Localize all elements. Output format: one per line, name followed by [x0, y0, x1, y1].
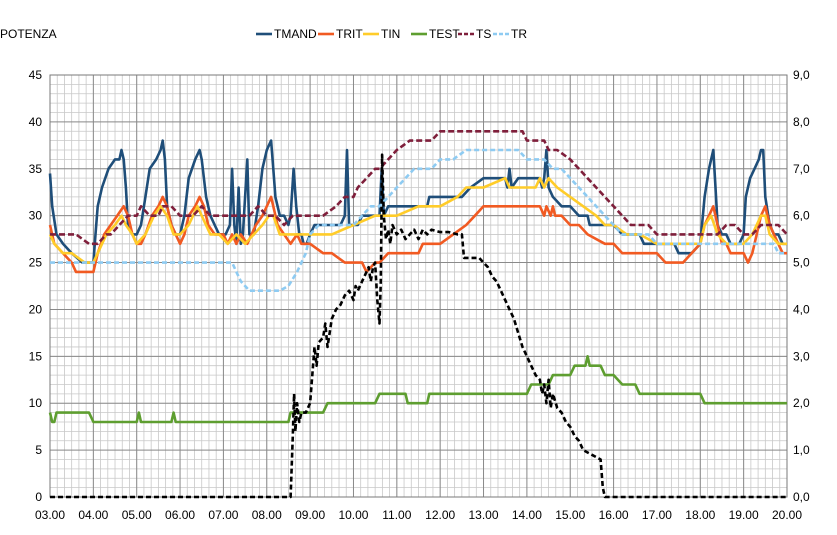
- x-axis-tick-label: 05.00: [122, 508, 152, 522]
- plot-area-border: [49, 74, 788, 498]
- x-axis-tick-label: 07.00: [208, 508, 238, 522]
- left-axis-ticks: 0 5 10 15 20 25 30 35 40 45: [29, 68, 43, 504]
- series-line-ts: [50, 130, 788, 246]
- x-axis-tick-label: 14.00: [512, 508, 542, 522]
- left-axis-tick-label: 5: [35, 443, 42, 457]
- right-axis-tick-label: 2,0: [793, 396, 810, 410]
- x-axis-tick-label: 06.00: [165, 508, 195, 522]
- x-axis-tick-label: 12.00: [425, 508, 455, 522]
- x-axis-tick-label: 19.00: [729, 508, 759, 522]
- x-axis-tick-label: 18.00: [685, 508, 715, 522]
- x-axis-tick-label: 10.00: [338, 508, 368, 522]
- x-axis-tick-label: 17.00: [642, 508, 672, 522]
- left-axis-tick-label: 25: [29, 256, 43, 270]
- right-axis-tick-label: 5,0: [793, 256, 810, 270]
- x-axis-ticks: 03.00 04.00 05.00 06.00 07.00 08.00 09.00 10.00…: [35, 508, 802, 522]
- legend-label-potenza: POTENZA: [0, 27, 57, 41]
- x-axis-tick-label: 09.00: [295, 508, 325, 522]
- x-axis-tick-label: 16.00: [599, 508, 629, 522]
- legend-label-tin: TIN: [381, 27, 400, 41]
- legend-label-tmand: TMAND: [274, 27, 317, 41]
- major-grid: [49, 74, 788, 498]
- legend-label-test: TEST: [429, 27, 460, 41]
- minor-grid: [49, 74, 788, 498]
- left-axis-tick-label: 40: [29, 115, 43, 129]
- left-axis-tick-label: 45: [29, 68, 43, 82]
- series-line-tr: [50, 148, 787, 292]
- left-axis-tick-label: 0: [35, 490, 42, 504]
- right-axis-tick-label: 7,0: [793, 162, 810, 176]
- left-axis-tick-label: 10: [29, 396, 43, 410]
- right-axis-tick-label: 4,0: [793, 302, 810, 316]
- plot-border: [49, 74, 788, 498]
- left-axis-tick-label: 35: [29, 162, 43, 176]
- right-axis-tick-label: 9,0: [793, 68, 810, 82]
- right-axis-tick-label: 8,0: [793, 115, 810, 129]
- x-axis-tick-label: 11.00: [382, 508, 411, 522]
- right-axis-tick-label: 0,0: [793, 490, 810, 504]
- left-axis-tick-label: 30: [29, 209, 43, 223]
- legend-label-tr: TR: [511, 27, 527, 41]
- x-axis-tick-label: 03.00: [35, 508, 65, 522]
- series-layer: [48, 130, 788, 499]
- x-axis-tick-label: 20.00: [772, 508, 802, 522]
- left-axis-tick-label: 20: [29, 302, 43, 316]
- x-axis-tick-label: 08.00: [252, 508, 282, 522]
- x-axis-tick-label: 04.00: [78, 508, 108, 522]
- series-line-test: [48, 355, 787, 424]
- x-axis-tick-label: 13.00: [469, 508, 499, 522]
- legend-label-trit: TRIT: [336, 27, 363, 41]
- legend: TMAND TRIT TIN TEST TS TR POTENZA: [0, 27, 527, 41]
- right-axis-tick-label: 6,0: [793, 209, 810, 223]
- series-line-potenza: [50, 153, 787, 499]
- series-line-tin: [48, 176, 787, 264]
- right-axis-tick-label: 3,0: [793, 349, 810, 363]
- x-axis-tick-label: 15.00: [555, 508, 585, 522]
- left-axis-tick-label: 15: [29, 349, 43, 363]
- right-axis-ticks: 0,0 1,0 2,0 3,0 4,0 5,0 6,0 7,0 8,0 9,0: [793, 68, 810, 504]
- right-axis-tick-label: 1,0: [793, 443, 810, 457]
- legend-label-ts: TS: [476, 27, 491, 41]
